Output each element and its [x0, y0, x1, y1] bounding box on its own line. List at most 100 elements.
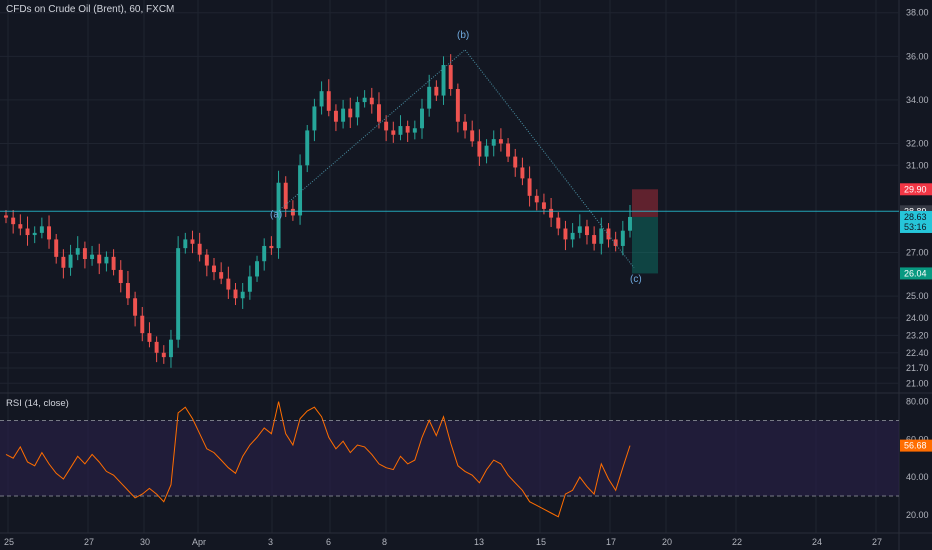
time-tick-label: 17 — [606, 537, 616, 547]
candle — [441, 56, 446, 105]
candle — [190, 230, 195, 254]
candle-body — [54, 239, 59, 257]
price-tick-label: 22.40 — [906, 348, 929, 358]
candle — [491, 130, 496, 157]
candles — [4, 54, 632, 368]
candle — [118, 260, 123, 293]
rsi-value-tag-text: 56.68 — [904, 441, 927, 451]
candle — [54, 233, 59, 264]
wave-label-b: (b) — [457, 30, 469, 41]
rsi-indicator-title: RSI (14, close) — [6, 398, 69, 409]
candle — [312, 98, 317, 142]
candle-body — [111, 256, 116, 270]
candle-body — [362, 97, 367, 103]
candle — [262, 238, 267, 271]
candle — [484, 139, 489, 164]
wave-line — [277, 49, 635, 269]
candle — [577, 214, 582, 239]
candle — [90, 245, 95, 266]
candle-body — [463, 121, 468, 131]
candle — [405, 120, 410, 142]
time-tick-label: Apr — [192, 537, 206, 547]
candle — [556, 212, 561, 236]
candle-body — [68, 254, 73, 268]
candle — [305, 124, 310, 173]
candle-body — [434, 86, 439, 96]
candle-body — [125, 283, 130, 299]
candle-body — [226, 278, 231, 290]
candle-body — [262, 245, 267, 262]
rsi-value-tag-bg — [900, 439, 932, 452]
candle-body — [513, 156, 518, 168]
candle-body — [255, 261, 260, 277]
time-tick-label: 24 — [812, 537, 822, 547]
candle — [140, 306, 145, 342]
price-tick-label: 34.00 — [906, 95, 929, 105]
candle-body — [455, 89, 460, 122]
candle-body — [570, 232, 575, 240]
candle-body — [204, 254, 209, 266]
candle — [620, 220, 625, 256]
candle — [47, 215, 52, 249]
candle-body — [283, 182, 288, 209]
candle — [161, 345, 166, 364]
candle-body — [168, 339, 173, 358]
candle — [384, 115, 389, 142]
candle — [18, 214, 23, 236]
target-zone — [632, 216, 658, 274]
time-tick-label: 8 — [382, 537, 387, 547]
candle-body — [90, 254, 95, 260]
candle-body — [11, 217, 16, 225]
candle — [427, 74, 432, 117]
candle-body — [506, 143, 511, 157]
price-tick-label: 24.00 — [906, 313, 929, 323]
candle — [563, 220, 568, 251]
candle — [463, 114, 468, 139]
candle — [68, 244, 73, 276]
time-tick-label: 30 — [140, 537, 150, 547]
candle — [197, 232, 202, 262]
price-tick-label: 21.00 — [906, 378, 929, 388]
candle — [168, 329, 173, 368]
candle-body — [333, 110, 338, 122]
price-tick-label: 27.00 — [906, 247, 929, 257]
candle-body — [61, 256, 66, 268]
current-price-tag-bg — [900, 210, 932, 233]
candle-body — [613, 239, 618, 246]
price-tick-label: 36.00 — [906, 51, 929, 61]
candle-body — [620, 230, 625, 246]
candle — [606, 223, 611, 248]
candle — [82, 241, 87, 269]
candle — [240, 283, 245, 309]
candle-body — [269, 245, 274, 249]
candle-body — [97, 254, 102, 264]
candle-body — [140, 315, 145, 334]
time-tick-label: 25 — [4, 537, 14, 547]
candle — [212, 257, 216, 281]
wave-label-c: (c) — [630, 274, 642, 285]
candle-body — [448, 65, 453, 90]
candle-body — [441, 65, 446, 96]
rsi-tick-label: 20.00 — [906, 510, 929, 520]
candle-body — [82, 248, 87, 260]
candle — [11, 209, 16, 234]
rsi-line — [5, 401, 631, 518]
candle — [32, 226, 37, 244]
time-tick-label: 3 — [268, 537, 273, 547]
candle-body — [384, 121, 389, 131]
candle-body — [147, 333, 152, 342]
candle — [455, 83, 460, 133]
candle — [75, 236, 80, 261]
candle-body — [534, 195, 539, 203]
candle — [613, 231, 618, 252]
stop-price-tag-text: 29.90 — [904, 184, 927, 194]
candle-body — [606, 228, 611, 240]
candle — [97, 243, 102, 275]
candle — [333, 104, 338, 132]
candle-body — [319, 91, 324, 107]
candle — [290, 200, 295, 221]
candle-body — [420, 108, 424, 129]
candle-body — [592, 235, 597, 244]
price-tick-label: 38.00 — [906, 8, 929, 18]
